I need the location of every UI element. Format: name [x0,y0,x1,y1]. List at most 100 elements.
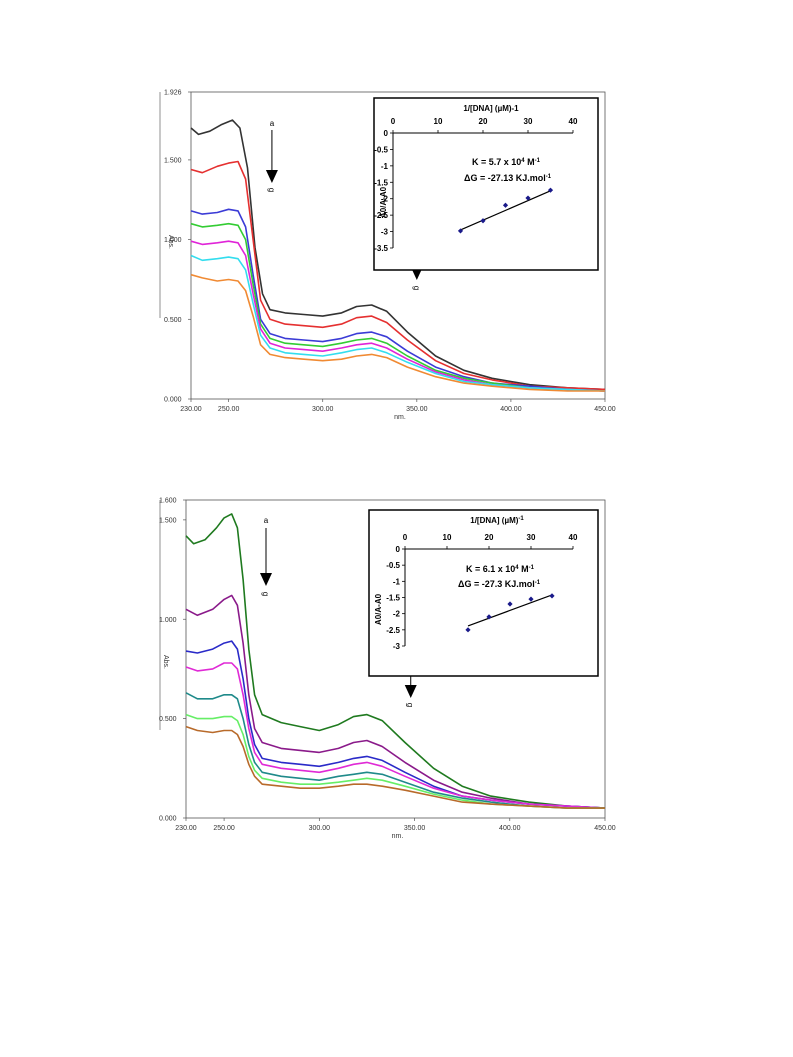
x-tick-label: 250.00 [213,825,235,832]
spectrum-line-3 [190,208,606,392]
plot-frame [190,91,606,400]
spectrum-line-2 [190,160,606,391]
inset-x-axis-label: 1/[DNA] (µM)-1 [470,516,524,525]
inset-annotation-k: K = 6.1 x 104 M-1 [466,564,535,574]
x-tick-label: 250.00 [218,406,240,413]
inset-data-point [486,614,492,620]
y-axis-label: Abs. [167,235,174,249]
inset-y-axis-label: A0/A-A0 [374,593,383,625]
arrow-head [265,170,278,183]
inset-y-tick-label: -0.5 [374,145,388,154]
x-tick-label: 230.00 [180,406,202,413]
inset-data-point [457,228,464,234]
inset-x-tick-label: 30 [524,117,533,126]
spectrum-line-1 [190,119,606,391]
x-tick-label: 300.00 [309,825,331,832]
arrow-label-bottom: g [406,703,415,707]
y-tick-label: 0.000 [164,397,182,404]
inset-data-point [525,195,531,201]
inset-x-tick-label: 20 [479,117,488,126]
inset-y-tick-label: -1.5 [386,594,400,603]
y-tick-label: 1.500 [159,517,177,524]
x-axis-label: nm. [394,414,406,421]
inset-data-point [528,596,534,602]
x-tick-label: 400.00 [500,406,522,413]
inset-y-tick-label: -2.5 [386,626,400,635]
inset-x-tick-label: 30 [527,533,536,542]
arrow-head [404,685,417,698]
inset-y-tick-label: 0 [384,129,389,138]
spectrum-line-7 [190,273,605,392]
inset-data-point [547,187,554,193]
inset-y-tick-label: -2.5 [374,211,388,220]
y-tick-label: 0.000 [159,816,177,823]
inset-y-tick-label: -2 [393,610,401,619]
inset-y-tick-label: 0 [396,545,401,554]
inset-data-point [480,218,486,224]
spectrum-line-5 [185,692,605,809]
spectrum-line-7 [185,725,605,809]
inset-y-tick-label: -3 [381,228,389,237]
x-tick-label: 300.00 [312,406,334,413]
spectrum-line-5 [190,240,606,392]
spectrum-line-6 [190,254,606,392]
inset-data-point [549,593,555,599]
inset-fit-line [467,594,553,627]
inset-frame [368,509,599,677]
inset-plot: 0 10 20 30 40 0 -0.5 -1 -1.5 -2 -2.5 -3 -3.5 1/[DNA] … [373,97,599,271]
inset-annotation-k: K = 5.7 x 104 M-1 [472,157,541,167]
inset-y-tick-label: -0.5 [386,561,400,570]
spectrum-line-4 [185,662,606,809]
y-tick-label: 1.600 [159,498,177,505]
inset-x-tick-label: 40 [569,533,578,542]
inset-y-axis-label: A0/A-A0 [379,186,388,218]
spectrum-line-4 [190,222,606,392]
arrow-head [259,573,272,586]
inset-annotation-dg: ΔG = -27.3 KJ.mol-1 [458,579,541,589]
inset-x-tick-label: 0 [391,117,396,126]
plot-frame [185,499,606,819]
arrow-label-top: a [264,516,269,525]
arrow-label-bottom: g [267,188,276,192]
inset-x-tick-label: 20 [485,533,494,542]
x-tick-label: 350.00 [404,825,426,832]
y-axis-label: Abs. [162,655,169,669]
arrow-label-bottom: g [261,592,270,596]
inset-x-tick-label: 0 [403,533,408,542]
y-tick-label: 0.500 [164,317,182,324]
inset-y-tick-label: -1 [393,577,401,586]
inset-y-tick-label: -2 [381,195,389,204]
y-tick-label: 1.926 [164,90,182,97]
x-tick-label: 350.00 [406,406,428,413]
inset-x-axis-label: 1/[DNA] (µM)-1 [463,104,519,113]
y-tick-label: 1.000 [164,237,182,244]
inset-fit-line [460,190,551,231]
x-axis-label: nm. [392,833,404,840]
spectrum-line-1 [185,513,606,809]
x-tick-label: 230.00 [175,825,197,832]
x-tick-label: 450.00 [594,825,616,832]
inset-y-tick-label: -3.5 [374,244,388,253]
y-tick-label: 1.000 [159,617,177,624]
y-tick-label: 0.500 [159,716,177,723]
arrow-label-top: a [270,119,275,128]
inset-data-point [502,202,509,208]
inset-data-point [507,601,513,607]
inset-y-tick-label: -3 [393,642,401,651]
spectrum-line-2 [185,594,606,809]
spectrum-line-6 [185,713,605,809]
inset-y-tick-label: -1.5 [374,178,388,187]
inset-x-tick-label: 10 [434,117,443,126]
inset-annotation-dg: ΔG = -27.13 KJ.mol-1 [464,173,552,183]
inset-x-tick-label: 10 [443,533,452,542]
y-tick-label: 1.500 [164,157,182,164]
inset-x-tick-label: 40 [569,117,578,126]
x-tick-label: 400.00 [499,825,521,832]
inset-frame [373,97,599,271]
x-tick-label: 450.00 [594,406,616,413]
inset-data-point [465,627,471,633]
inset-plot: 0 10 20 30 40 0 -0.5 -1 -1.5 -2 -2.5 -3 1/[DNA] (µM)… [368,509,599,677]
